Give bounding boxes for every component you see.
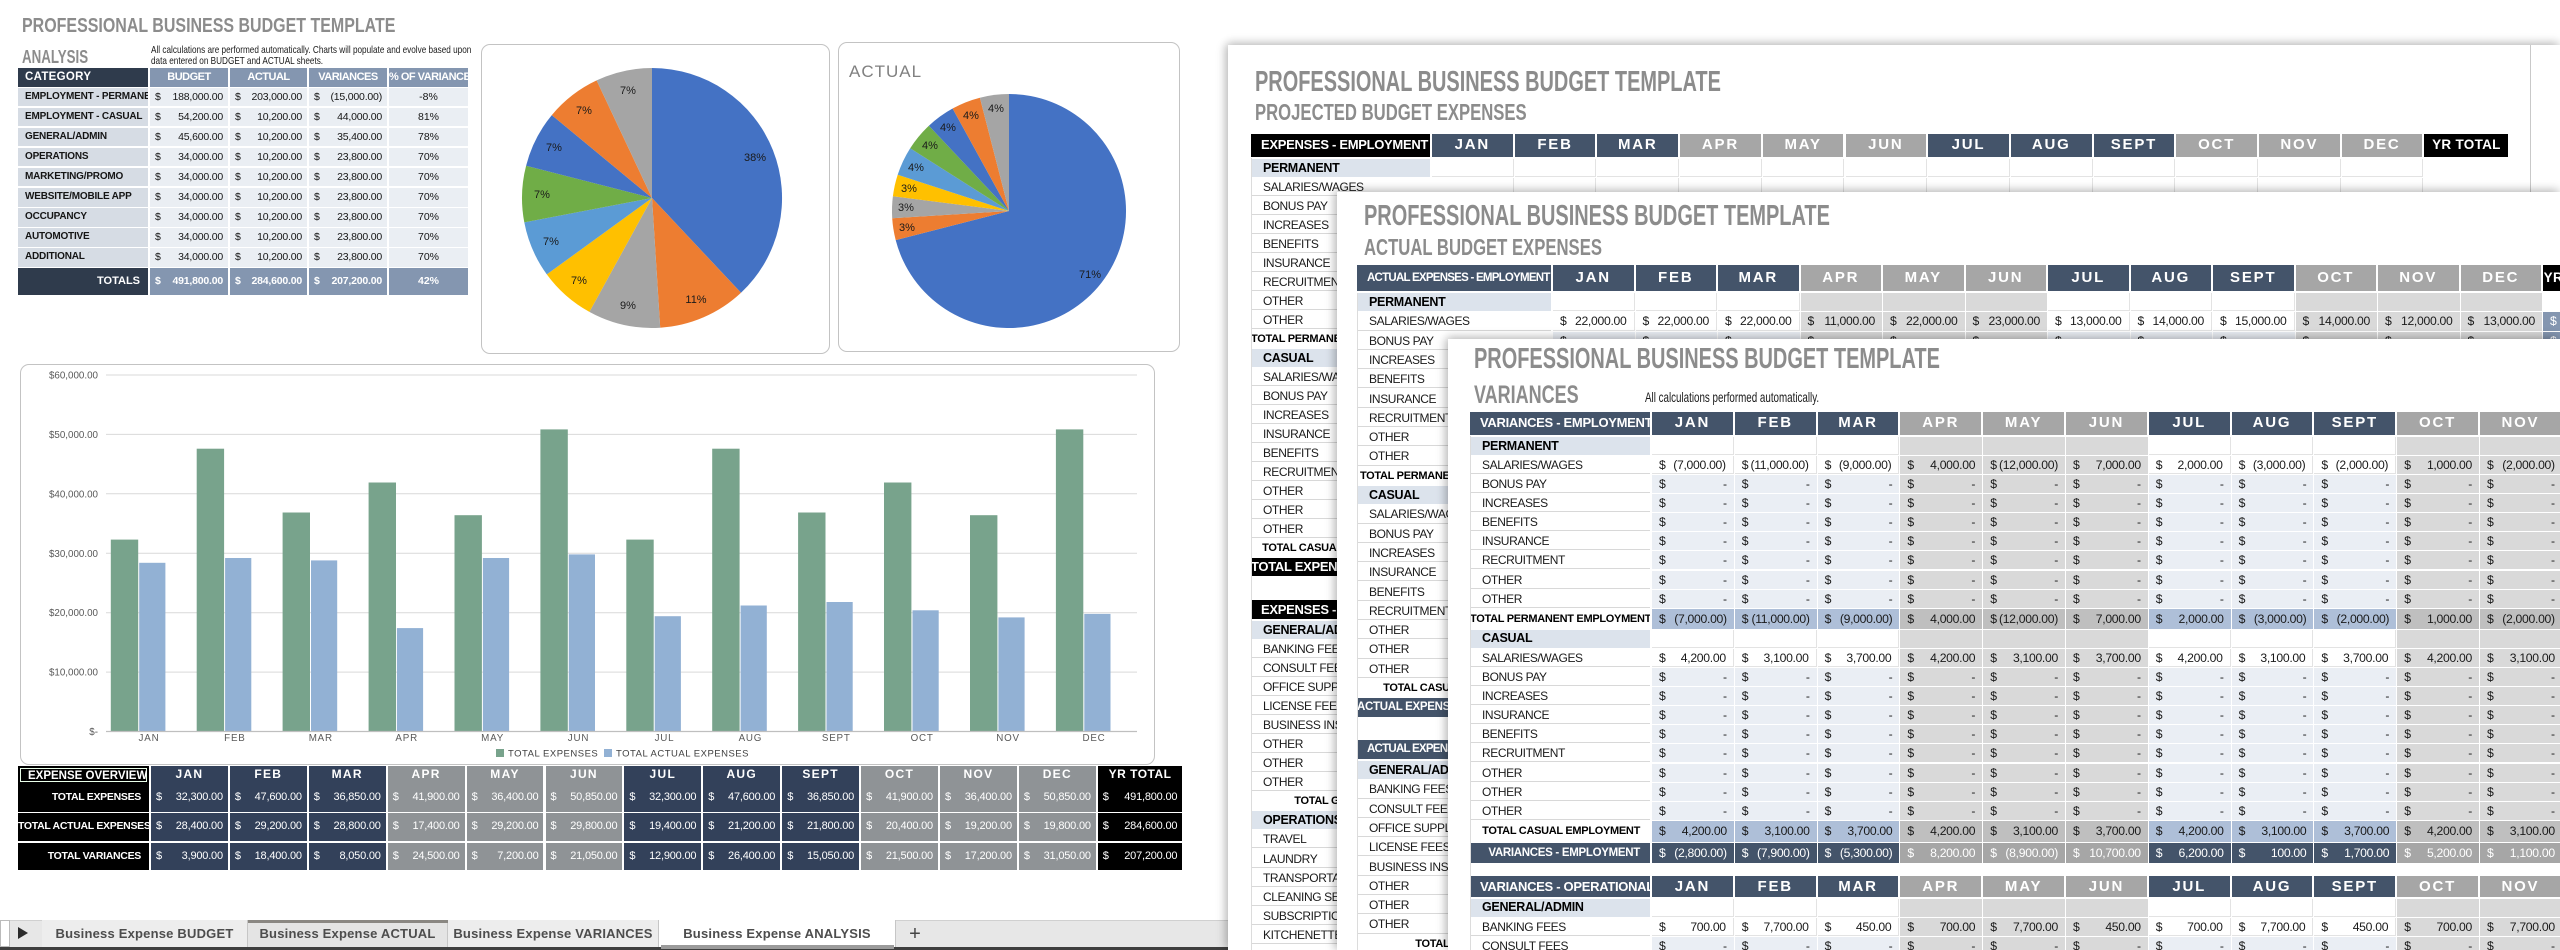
svg-text:7%: 7% — [534, 189, 550, 201]
svg-text:4%: 4% — [940, 122, 956, 134]
svg-text:MAR: MAR — [309, 733, 333, 744]
svg-text:FEB: FEB — [224, 733, 245, 744]
svg-text:TOTAL ACTUAL EXPENSES: TOTAL ACTUAL EXPENSES — [616, 749, 749, 760]
svg-text:7%: 7% — [620, 85, 636, 97]
svg-text:SEPT: SEPT — [822, 733, 851, 744]
svg-text:3%: 3% — [899, 222, 915, 234]
svg-text:$60,000.00: $60,000.00 — [49, 371, 99, 382]
svg-text:$30,000.00: $30,000.00 — [49, 549, 99, 560]
svg-text:NOV: NOV — [996, 733, 1020, 744]
svg-text:71%: 71% — [1079, 269, 1101, 281]
svg-text:4%: 4% — [963, 110, 979, 122]
svg-text:JUN: JUN — [568, 733, 589, 744]
svg-text:7%: 7% — [576, 105, 592, 117]
svg-text:3%: 3% — [898, 202, 914, 214]
svg-text:7%: 7% — [571, 275, 587, 287]
svg-text:$-: $- — [89, 727, 98, 738]
svg-text:$50,000.00: $50,000.00 — [49, 430, 99, 441]
svg-text:OCT: OCT — [911, 733, 934, 744]
svg-text:11%: 11% — [685, 294, 706, 306]
svg-text:$20,000.00: $20,000.00 — [49, 608, 99, 619]
svg-text:JAN: JAN — [139, 733, 160, 744]
svg-text:MAY: MAY — [481, 733, 504, 744]
svg-text:9%: 9% — [620, 300, 636, 312]
svg-text:$40,000.00: $40,000.00 — [49, 489, 99, 500]
svg-text:JUL: JUL — [655, 733, 675, 744]
svg-text:7%: 7% — [543, 236, 559, 248]
svg-text:AUG: AUG — [739, 733, 763, 744]
svg-text:7%: 7% — [546, 142, 562, 154]
svg-text:$10,000.00: $10,000.00 — [49, 668, 99, 679]
svg-text:4%: 4% — [908, 162, 924, 174]
svg-text:38%: 38% — [744, 152, 766, 164]
svg-text:DEC: DEC — [1082, 733, 1105, 744]
svg-text:APR: APR — [395, 733, 418, 744]
svg-text:TOTAL EXPENSES: TOTAL EXPENSES — [508, 749, 598, 760]
svg-text:3%: 3% — [901, 183, 917, 195]
svg-text:4%: 4% — [988, 103, 1004, 115]
svg-text:4%: 4% — [922, 140, 938, 152]
